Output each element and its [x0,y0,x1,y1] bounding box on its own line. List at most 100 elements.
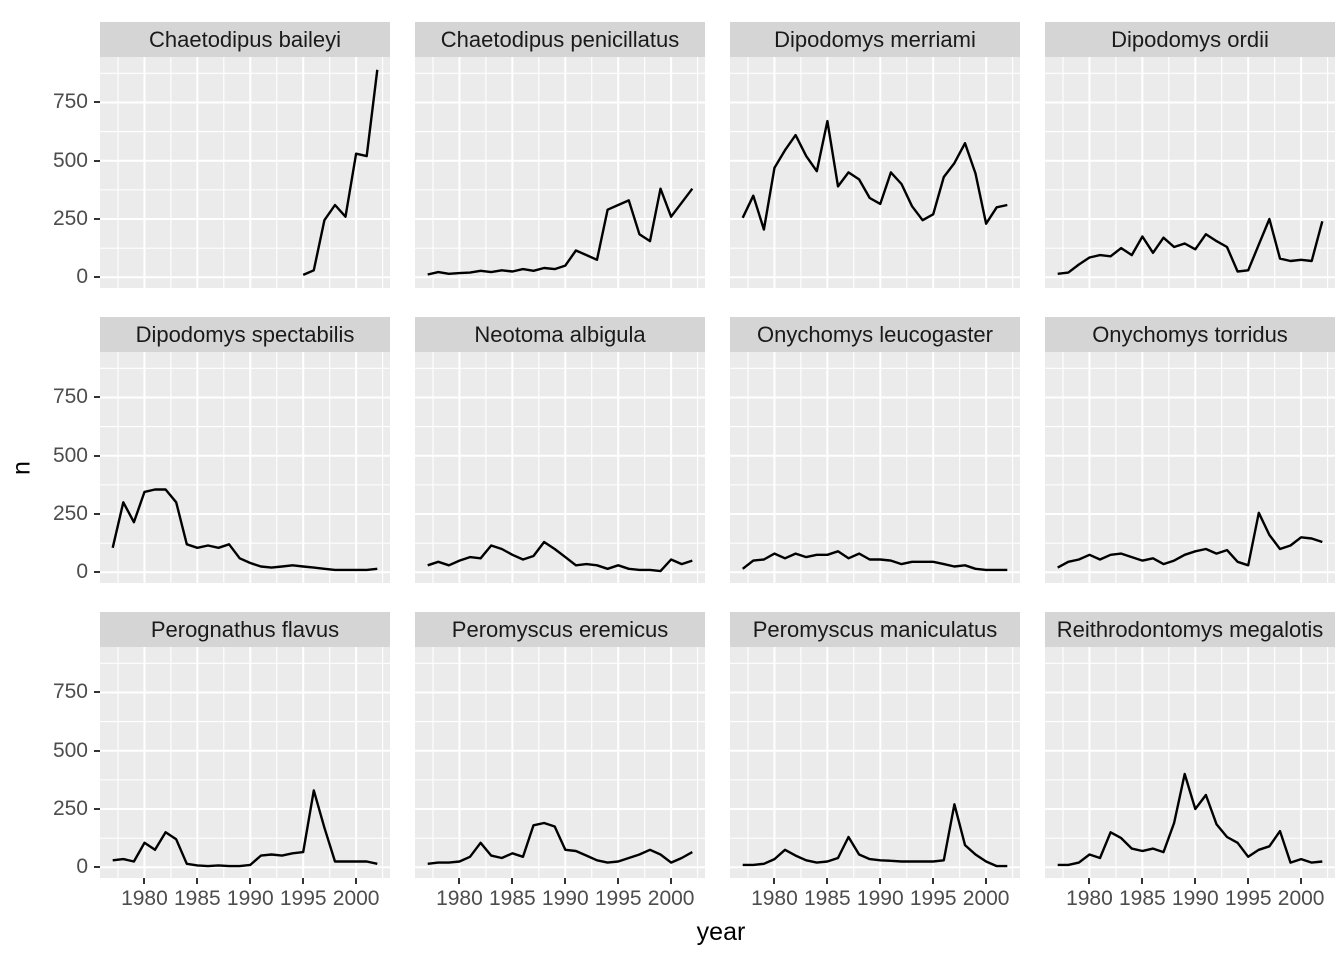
x-tick-label: 1980 [1066,887,1113,910]
facet-title: Dipodomys merriami [774,26,976,52]
facet-strip: Dipodomys merriami [730,22,1020,57]
x-tick-mark [826,878,829,884]
y-tick-label: 500 [52,443,88,467]
x-tick-label: 1985 [1119,887,1166,910]
data-line [427,821,693,865]
y-tick-label: 500 [52,148,88,172]
facet-strip: Neotoma albigula [415,317,705,352]
x-tick-mark [355,878,358,884]
data-line [1057,772,1323,867]
data-line [112,789,378,868]
y-tick-mark [94,691,100,694]
x-tick-label: 1990 [226,887,274,910]
data-line [111,488,378,572]
y-tick-mark [94,218,100,220]
y-tick-mark [94,159,100,162]
x-tick-mark [564,878,567,884]
y-tick-mark [94,808,100,810]
y-tick-label: 0 [76,265,88,289]
facet-panel [415,57,705,288]
y-tick-label: 500 [52,738,88,762]
y-tick-mark [94,571,100,574]
x-tick-mark [249,878,252,884]
x-tick-label: 1995 [279,887,327,910]
facet-panel [730,57,1020,288]
y-tick-mark [94,276,100,279]
x-tick-mark [1141,878,1144,884]
facet-strip: Reithrodontomys megalotis [1045,612,1335,647]
x-tick-label: 1990 [856,887,904,910]
data-line [1057,511,1323,569]
facet-panel [730,647,1020,878]
y-tick-label: 250 [52,797,88,820]
facet-panel [415,352,705,583]
x-tick-label: 1980 [751,887,798,910]
x-tick-label: 1980 [121,887,168,910]
x-tick-label: 2000 [1277,887,1325,910]
facet-panel [1045,352,1335,583]
x-tick-mark [617,878,620,884]
facet-strip: Dipodomys ordii [1045,22,1335,57]
facet-strip: Onychomys leucogaster [730,317,1020,352]
facet-strip: Chaetodipus baileyi [100,22,390,57]
facet-title: Reithrodontomys megalotis [1056,616,1324,642]
facet-strip: Onychomys torridus [1045,317,1335,352]
x-tick-mark [458,878,461,884]
x-tick-label: 1995 [909,887,957,910]
facet-panel [1045,57,1335,288]
facet-panel [100,57,390,288]
x-tick-mark [985,878,988,884]
facet-title: Peromyscus maniculatus [752,616,998,642]
x-tick-mark [670,878,673,884]
facet-panel [1045,647,1335,878]
data-line [1057,217,1324,275]
y-tick-mark [94,513,100,515]
x-tick-mark [1194,878,1197,884]
facet-title: Peromyscus eremicus [451,616,669,642]
facet-title: Onychomys leucogaster [757,321,993,347]
x-tick-mark [879,878,882,884]
x-tick-mark [932,878,935,884]
facet-panel [730,352,1020,583]
y-tick-label: 750 [52,680,88,704]
x-tick-mark [143,878,146,884]
y-tick-mark [94,866,100,869]
y-tick-mark [94,396,100,399]
x-tick-mark [1247,878,1250,884]
data-line [427,187,694,276]
y-tick-label: 250 [52,207,88,230]
x-tick-label: 1990 [1171,887,1219,910]
y-tick-label: 750 [52,90,88,114]
x-tick-label: 1985 [804,887,851,910]
y-tick-label: 750 [52,385,88,409]
x-tick-label: 1980 [436,887,483,910]
x-tick-mark [1088,878,1091,884]
x-tick-label: 1985 [174,887,221,910]
facet-strip: Dipodomys spectabilis [100,317,390,352]
x-tick-mark [302,878,305,884]
x-tick-mark [196,878,199,884]
x-tick-label: 1985 [489,887,536,910]
facet-panel [415,647,705,878]
y-tick-mark [94,749,100,752]
facet-strip: Peromyscus maniculatus [730,612,1020,647]
facet-title: Neotoma albigula [474,321,646,347]
data-line [427,540,693,573]
facet-title: Perognathus flavus [150,616,340,642]
y-tick-mark [94,101,100,104]
facet-title: Onychomys torridus [1092,321,1288,347]
facet-panel [100,352,390,583]
x-tick-label: 1995 [594,887,642,910]
x-tick-mark [511,878,514,884]
y-tick-label: 250 [52,502,88,525]
facet-strip: Peromyscus eremicus [415,612,705,647]
facet-title: Dipodomys spectabilis [135,321,355,347]
x-tick-label: 2000 [647,887,695,910]
x-tick-label: 2000 [962,887,1010,910]
y-tick-mark [94,454,100,457]
x-tick-label: 1995 [1224,887,1272,910]
x-tick-mark [773,878,776,884]
facet-title: Dipodomys ordii [1111,26,1269,52]
facet-strip: Chaetodipus penicillatus [415,22,705,57]
